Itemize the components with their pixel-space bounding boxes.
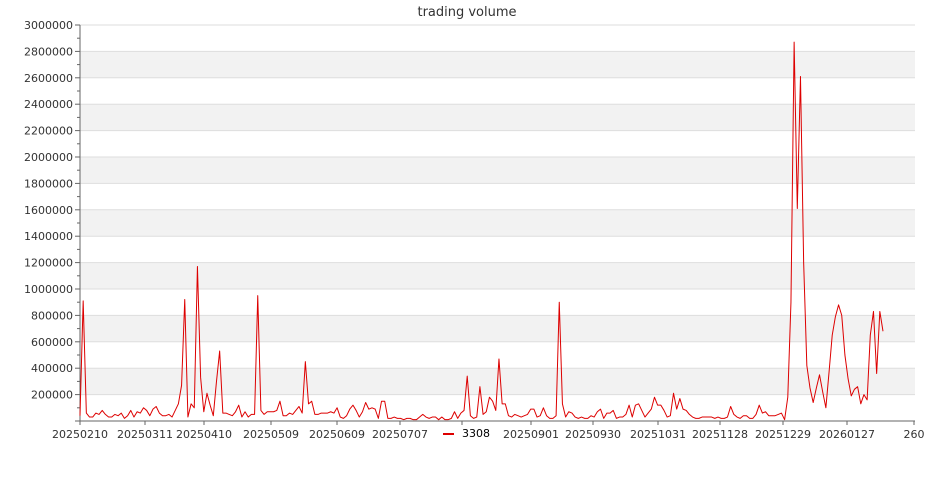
y-tick-label: 1400000	[24, 230, 73, 243]
grid-band	[80, 51, 915, 78]
y-tick-label: 1200000	[24, 257, 73, 270]
y-tick-label: 1800000	[24, 177, 73, 190]
grid-band	[80, 157, 915, 184]
x-tick-label: 20250930	[565, 428, 621, 441]
y-tick-label: 2400000	[24, 98, 73, 111]
y-tick-label: 2000000	[24, 151, 73, 164]
grid-band	[80, 104, 915, 131]
chart-title: trading volume	[417, 5, 516, 20]
x-tick-label: 260	[904, 428, 925, 441]
x-tick-label: 20251128	[692, 428, 748, 441]
y-tick-label: 2600000	[24, 72, 73, 85]
grid-band	[80, 315, 915, 342]
y-tick-label: 200000	[31, 389, 73, 402]
legend: 3308	[443, 427, 490, 440]
series-line-3308	[79, 41, 884, 421]
grid-band	[80, 209, 915, 237]
x-tick-label: 20250311	[117, 428, 173, 441]
y-axis: 200000 400000 600000 800000 1000000 1200000 14…	[24, 19, 81, 422]
legend-label: 3308	[462, 427, 490, 440]
y-tick-label: 600000	[31, 336, 73, 349]
x-tick-label: 20250707	[372, 428, 428, 441]
gridlines	[80, 24, 915, 396]
x-tick-label: 20250410	[176, 428, 232, 441]
y-tick-label: 3000000	[24, 19, 73, 32]
plot-background-bands	[80, 51, 915, 395]
x-tick-label: 20260127	[819, 428, 875, 441]
x-tick-label: 20250210	[52, 428, 108, 441]
x-tick-label: 20250509	[243, 428, 299, 441]
y-tick-label: 2200000	[24, 125, 73, 138]
x-tick-label: 20251229	[755, 428, 811, 441]
series-layer	[79, 41, 884, 421]
y-tick-label: 1000000	[24, 283, 73, 296]
x-tick-label: 20250901	[503, 428, 559, 441]
x-tick-label: 20250609	[309, 428, 365, 441]
y-tick-label: 1600000	[24, 204, 73, 217]
y-tick-label: 400000	[31, 362, 73, 375]
y-tick-label: 800000	[31, 309, 73, 322]
x-tick-label: 20251031	[630, 428, 686, 441]
grid-band	[80, 262, 915, 289]
x-axis: 20250210 20250311 20250410 20250509 20250609…	[52, 420, 925, 441]
y-tick-label: 2800000	[24, 45, 73, 58]
